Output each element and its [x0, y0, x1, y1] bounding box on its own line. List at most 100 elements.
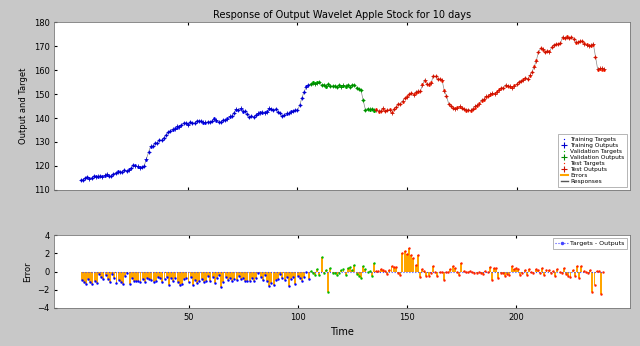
- Bar: [262, 272, 264, 280]
- Bar: [181, 272, 183, 284]
- Bar: [550, 272, 552, 273]
- Y-axis label: Error: Error: [23, 261, 32, 282]
- Bar: [284, 272, 285, 280]
- Bar: [522, 272, 524, 273]
- Bar: [104, 272, 106, 275]
- Bar: [454, 268, 456, 272]
- Y-axis label: Output and Target: Output and Target: [19, 68, 28, 144]
- Bar: [325, 270, 327, 272]
- Bar: [196, 272, 198, 283]
- Bar: [172, 272, 174, 281]
- Bar: [161, 272, 163, 282]
- Bar: [138, 272, 140, 281]
- Bar: [273, 272, 275, 285]
- Bar: [225, 272, 227, 277]
- Bar: [227, 272, 228, 280]
- Bar: [375, 271, 377, 272]
- Bar: [140, 272, 141, 282]
- Bar: [508, 272, 510, 275]
- Bar: [600, 272, 602, 294]
- Bar: [567, 272, 570, 276]
- Bar: [124, 272, 126, 276]
- Bar: [120, 272, 122, 282]
- Bar: [388, 270, 390, 272]
- Bar: [177, 272, 179, 282]
- Bar: [85, 272, 87, 284]
- Bar: [582, 271, 584, 272]
- Bar: [81, 272, 83, 280]
- Bar: [532, 272, 534, 273]
- Bar: [458, 272, 460, 275]
- Bar: [159, 272, 161, 278]
- Bar: [251, 272, 253, 278]
- Bar: [360, 272, 362, 278]
- Bar: [155, 272, 157, 281]
- Bar: [589, 270, 591, 272]
- Bar: [246, 272, 248, 281]
- Bar: [183, 272, 185, 279]
- Bar: [334, 272, 336, 273]
- Bar: [200, 272, 203, 279]
- Bar: [277, 272, 279, 279]
- Bar: [362, 266, 364, 272]
- X-axis label: Time: Time: [330, 327, 355, 337]
- Bar: [382, 270, 384, 272]
- Bar: [168, 272, 170, 285]
- Bar: [345, 272, 347, 275]
- Legend: Training Targets, Training Outputs, Validation Targets, Validation Outputs, Test: Training Targets, Training Outputs, Vali…: [558, 134, 627, 187]
- Bar: [430, 272, 432, 273]
- Bar: [596, 271, 598, 272]
- Bar: [216, 272, 218, 277]
- Bar: [579, 272, 580, 278]
- Bar: [102, 272, 104, 279]
- Bar: [253, 272, 255, 281]
- Bar: [491, 272, 493, 280]
- Bar: [188, 272, 189, 282]
- Bar: [249, 272, 251, 281]
- Bar: [109, 272, 111, 282]
- Bar: [474, 272, 476, 273]
- Bar: [214, 272, 216, 283]
- Bar: [131, 272, 132, 277]
- Bar: [175, 272, 177, 277]
- Bar: [395, 266, 397, 272]
- Bar: [92, 272, 93, 284]
- Bar: [545, 270, 547, 272]
- Bar: [260, 272, 262, 276]
- Bar: [419, 272, 421, 277]
- Bar: [561, 272, 563, 273]
- Bar: [554, 272, 556, 275]
- Bar: [323, 272, 325, 273]
- Bar: [205, 272, 207, 281]
- Bar: [198, 272, 200, 281]
- Bar: [264, 272, 266, 275]
- Bar: [406, 254, 408, 272]
- Bar: [526, 272, 528, 275]
- Bar: [192, 272, 194, 285]
- Bar: [358, 272, 360, 276]
- Bar: [207, 272, 209, 276]
- Bar: [342, 269, 344, 272]
- Bar: [541, 268, 543, 272]
- Bar: [460, 263, 462, 272]
- Bar: [349, 267, 351, 272]
- Title: Response of Output Wavelet Apple Stock for 10 days: Response of Output Wavelet Apple Stock f…: [213, 10, 472, 20]
- Bar: [279, 272, 281, 274]
- Bar: [556, 268, 558, 272]
- Bar: [449, 270, 451, 272]
- Bar: [186, 272, 188, 279]
- Bar: [127, 272, 129, 273]
- Bar: [152, 272, 155, 282]
- Bar: [552, 271, 554, 272]
- Bar: [513, 268, 515, 272]
- Bar: [469, 271, 471, 272]
- Bar: [234, 272, 236, 279]
- Bar: [118, 272, 120, 280]
- Bar: [539, 272, 541, 273]
- Bar: [517, 269, 519, 272]
- Bar: [572, 270, 573, 272]
- Bar: [257, 272, 259, 273]
- Bar: [452, 266, 454, 272]
- Bar: [338, 272, 340, 273]
- Bar: [301, 272, 303, 281]
